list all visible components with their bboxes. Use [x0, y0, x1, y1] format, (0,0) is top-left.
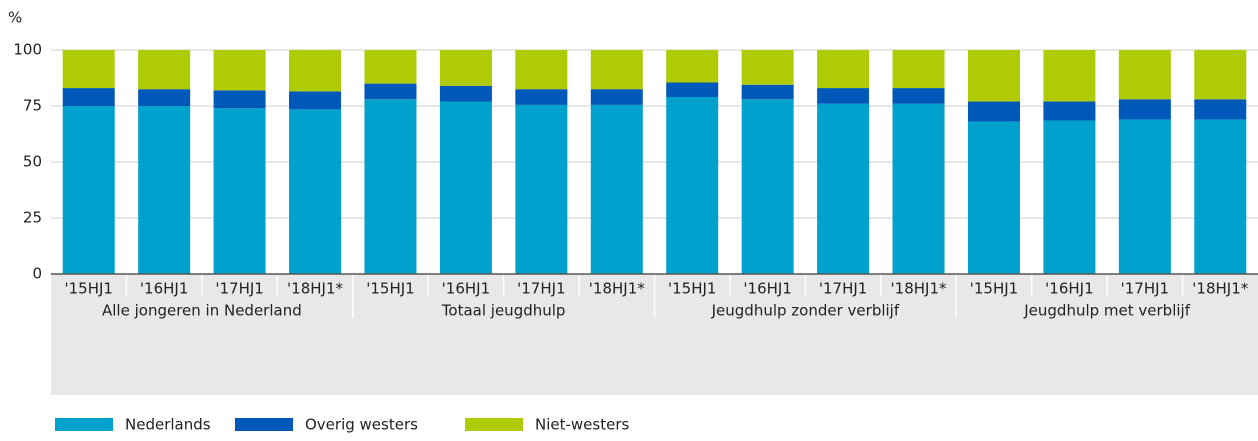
- bar-segment: [1194, 119, 1247, 274]
- bar-segment: [439, 50, 492, 86]
- bar-segment: [967, 50, 1020, 102]
- bar-segment: [289, 50, 342, 92]
- bar-segment: [138, 50, 191, 90]
- y-tick-label: 50: [23, 153, 42, 171]
- legend-swatch: [55, 418, 113, 431]
- bar-segment: [892, 103, 945, 274]
- bar-segment: [138, 89, 191, 106]
- bar-segment: [515, 104, 568, 274]
- x-tick-label: '17HJ1: [1121, 280, 1169, 298]
- bar-segment: [1118, 119, 1171, 274]
- bar-segment: [289, 109, 342, 274]
- y-tick-label: 75: [23, 97, 42, 115]
- group-label: Alle jongeren in Nederland: [102, 302, 302, 320]
- x-tick-label: '15HJ1: [970, 280, 1018, 298]
- bar-segment: [62, 106, 115, 274]
- x-tick-label: '16HJ1: [743, 280, 791, 298]
- legend-label: Overig westers: [305, 416, 418, 434]
- x-tick-label: '18HJ1*: [891, 280, 947, 298]
- x-tick-label: '18HJ1*: [1192, 280, 1248, 298]
- bar-segment: [590, 89, 643, 105]
- bar-segment: [213, 90, 266, 109]
- bar-segment: [741, 84, 794, 100]
- bar-segment: [666, 50, 719, 83]
- bar-segment: [1043, 120, 1096, 274]
- bar-segment: [213, 50, 266, 91]
- x-tick-label: '17HJ1: [215, 280, 263, 298]
- x-tick-label: '18HJ1*: [589, 280, 645, 298]
- bar-segment: [666, 82, 719, 98]
- bar-segment: [515, 89, 568, 105]
- bar-segment: [590, 104, 643, 274]
- x-tick-label: '16HJ1: [442, 280, 490, 298]
- x-tick-label: '15HJ1: [64, 280, 112, 298]
- bar-segment: [817, 50, 870, 89]
- bar-segment: [1118, 50, 1171, 100]
- x-tick-label: '16HJ1: [140, 280, 188, 298]
- bar-segment: [289, 91, 342, 110]
- bar-segment: [817, 88, 870, 104]
- bar-segment: [967, 121, 1020, 275]
- legend-label: Nederlands: [125, 416, 211, 434]
- legend-swatch: [465, 418, 523, 431]
- bar-segment: [817, 103, 870, 274]
- bar-segment: [967, 101, 1020, 122]
- y-tick-label: 100: [13, 41, 42, 59]
- bar-segment: [590, 50, 643, 90]
- x-tick-label: '16HJ1: [1045, 280, 1093, 298]
- bar-segment: [666, 97, 719, 274]
- bar-segment: [213, 108, 266, 275]
- legend-label: Niet-westers: [535, 416, 629, 434]
- x-tick-label: '15HJ1: [366, 280, 414, 298]
- y-tick-label: 25: [23, 209, 42, 227]
- bar-segment: [62, 88, 115, 106]
- bar-segment: [439, 85, 492, 102]
- bar-segment: [892, 50, 945, 89]
- x-tick-label: '18HJ1*: [287, 280, 343, 298]
- bar-segment: [741, 50, 794, 85]
- bar-segment: [1043, 50, 1096, 102]
- bar-segment: [364, 50, 417, 84]
- group-label: Totaal jeugdhulp: [441, 302, 566, 320]
- bar-segment: [1194, 50, 1247, 100]
- group-label: Jeugdhulp met verblijf: [1023, 302, 1190, 320]
- bar-segment: [1043, 101, 1096, 121]
- x-tick-label: '15HJ1: [668, 280, 716, 298]
- bar-segment: [892, 88, 945, 104]
- bar-segment: [439, 101, 492, 275]
- bar-segment: [1118, 99, 1171, 120]
- y-axis-label: %: [8, 9, 22, 27]
- bar-segment: [1194, 99, 1247, 120]
- bar-segment: [62, 50, 115, 89]
- x-tick-label: '17HJ1: [819, 280, 867, 298]
- bar-segment: [364, 99, 417, 274]
- bar-segment: [515, 50, 568, 90]
- x-tick-label: '17HJ1: [517, 280, 565, 298]
- legend-swatch: [235, 418, 293, 431]
- y-tick-label: 0: [32, 265, 42, 283]
- bar-segment: [364, 83, 417, 100]
- group-label: Jeugdhulp zonder verblijf: [711, 302, 900, 320]
- bar-segment: [741, 99, 794, 274]
- bar-segment: [138, 106, 191, 274]
